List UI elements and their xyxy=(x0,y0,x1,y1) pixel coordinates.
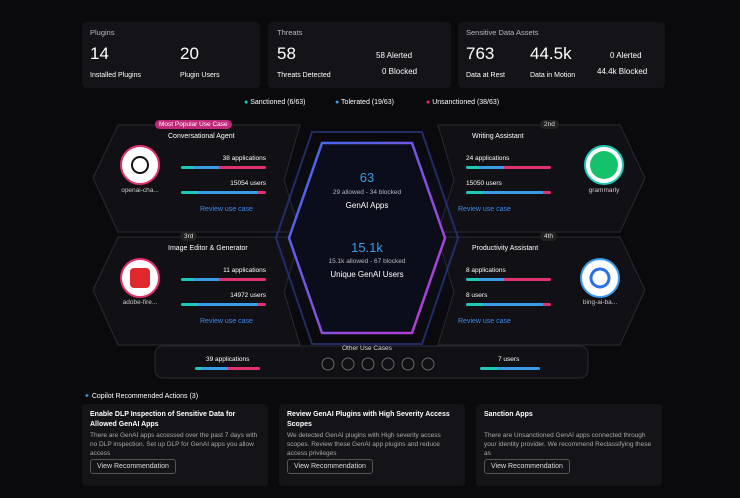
legend-item: ● Sanctioned (6/63) xyxy=(244,99,306,106)
app-logos xyxy=(120,145,624,298)
applications-count: 24 applications xyxy=(466,155,510,162)
stat-value: 14 xyxy=(90,44,109,63)
use-case-badge: 3rd xyxy=(180,232,198,241)
applications-count: 38 applications xyxy=(222,155,266,162)
actions-title-text: Copilot Recommended Actions (3) xyxy=(91,393,199,400)
actions-title: ✦ Copilot Recommended Actions (3) xyxy=(84,393,199,400)
side-stat[interactable]: 44.4k Blocked xyxy=(597,67,648,76)
users-count: 14972 users xyxy=(230,292,266,299)
stat-value: 58 xyxy=(277,44,296,63)
other-users: 7 users xyxy=(498,356,520,363)
legend-text: Sanctioned (6/63) xyxy=(250,99,306,106)
review-link[interactable]: Review use case xyxy=(458,318,511,325)
progress-bar xyxy=(181,303,266,306)
action-text: We detected GenAI plugins with High seve… xyxy=(287,432,441,457)
use-case-badge: Most Popular Use Case xyxy=(155,120,232,129)
app-name: adobe-fire... xyxy=(122,299,158,306)
progress-bar xyxy=(480,367,540,370)
legend-text: Tolerated (19/63) xyxy=(341,99,394,106)
panel-title: Sensitive Data Assets xyxy=(466,28,539,37)
users-label: Unique GenAI Users xyxy=(330,270,404,279)
action-text: There are Unsanctioned GenAI apps connec… xyxy=(484,432,652,457)
action-title: Sanction Apps xyxy=(484,411,533,418)
stat-label[interactable]: Threats Detected xyxy=(277,72,331,79)
review-link[interactable]: Review use case xyxy=(200,318,253,325)
side-stat[interactable]: 58 Alerted xyxy=(376,51,413,60)
action-title: Review GenAI Plugins with High Severity … xyxy=(287,411,450,428)
legend-item: ● Unsanctioned (38/63) xyxy=(426,99,500,106)
legend-item: ● Tolerated (19/63) xyxy=(335,99,394,106)
icon-row xyxy=(321,357,435,371)
applications-count: 8 applications xyxy=(466,267,506,274)
stat-label[interactable]: Installed Plugins xyxy=(90,72,141,79)
sensitive-panel xyxy=(458,22,665,88)
stat-value: 44.5k xyxy=(530,44,572,63)
threats-panel xyxy=(268,22,451,88)
use-case-badge: 2nd xyxy=(540,120,559,129)
progress-bar xyxy=(181,166,266,169)
view-button[interactable]: View Recommendation xyxy=(484,459,570,474)
progress-bar xyxy=(466,303,551,306)
progress-bar xyxy=(181,191,266,194)
use-case-card[interactable] xyxy=(92,236,301,346)
plugins-panel xyxy=(82,22,260,88)
review-link[interactable]: Review use case xyxy=(458,206,511,213)
app-name: openai-cha... xyxy=(121,187,159,194)
users-count: 15050 users xyxy=(466,180,502,187)
users-count: 15054 users xyxy=(230,180,266,187)
users-count: 8 users xyxy=(466,292,488,299)
panel-title: Plugins xyxy=(90,28,115,37)
stat-label[interactable]: Data in Motion xyxy=(530,72,576,79)
progress-bar xyxy=(466,191,551,194)
stat-label[interactable]: Plugin Users xyxy=(180,72,220,79)
panel-title: Threats xyxy=(277,28,303,37)
apps-detail: 29 allowed - 34 blocked xyxy=(332,189,402,196)
use-case-name: Conversational Agent xyxy=(168,133,235,140)
use-case-name: Productivity Assistant xyxy=(472,245,539,252)
applications-count: 11 applications xyxy=(223,267,266,274)
progress-bar xyxy=(181,278,266,281)
view-button[interactable]: View Recommendation xyxy=(90,459,176,474)
stat-label: Data at Rest xyxy=(466,72,505,79)
stat-value: 763 xyxy=(466,44,495,63)
progress-bar xyxy=(466,278,551,281)
app-name: grammarly xyxy=(588,187,620,194)
action-text: There are GenAI apps accessed over the p… xyxy=(90,432,258,457)
other-title: Other Use Cases xyxy=(342,345,392,352)
action-title: Enable DLP Inspection of Sensitive Data … xyxy=(90,411,236,428)
other-applications: 39 applications xyxy=(206,356,250,363)
use-case-badge: 4th xyxy=(540,232,558,241)
view-button[interactable]: View Recommendation xyxy=(287,459,373,474)
apps-label: GenAI Apps xyxy=(345,201,389,210)
review-link[interactable]: Review use case xyxy=(200,206,253,213)
users-value: 15.1k xyxy=(351,240,383,255)
apps-value: 63 xyxy=(359,170,375,185)
use-case-card[interactable] xyxy=(92,124,301,233)
other-use-cases-card[interactable] xyxy=(154,345,589,379)
use-case-name: Writing Assistant xyxy=(472,133,524,140)
use-case-name: Image Editor & Generator xyxy=(168,245,248,252)
progress-bar xyxy=(195,367,260,370)
side-stat: 0 Alerted xyxy=(610,51,642,60)
side-stat: 0 Blocked xyxy=(382,67,418,76)
users-detail: 15.1k allowed - 67 blocked xyxy=(328,258,406,265)
app-name: bing-ai-ba... xyxy=(582,299,618,306)
legend-text: Unsanctioned (38/63) xyxy=(432,99,500,106)
progress-bar xyxy=(466,166,551,169)
stat-value: 20 xyxy=(180,44,199,63)
